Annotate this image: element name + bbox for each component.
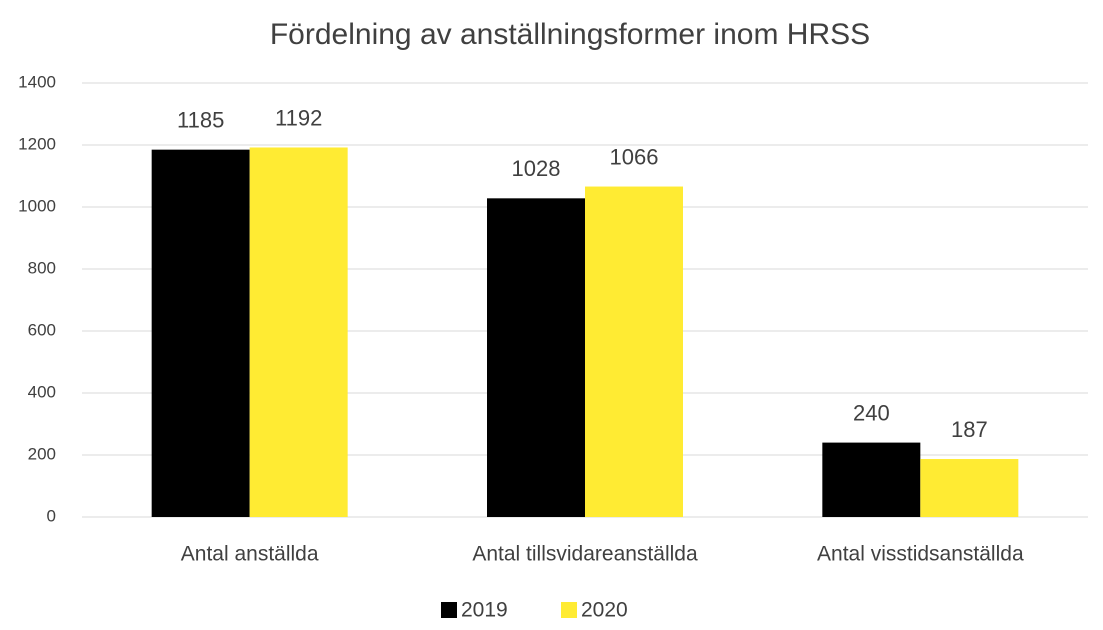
y-tick-label: 1400 — [18, 72, 56, 91]
y-tick-label: 600 — [28, 320, 56, 339]
bar — [822, 442, 921, 517]
x-tick-label: Antal anställda — [181, 543, 319, 566]
legend-label: 2020 — [581, 599, 628, 622]
y-tick-label: 1200 — [18, 134, 56, 153]
data-label: 1185 — [177, 107, 224, 132]
x-tick-label: Antal tillsvidareanställda — [472, 543, 698, 566]
y-tick-label: 400 — [28, 382, 56, 401]
bar — [151, 149, 250, 517]
x-tick-label: Antal visstidsanställda — [817, 543, 1024, 566]
legend-label: 2019 — [461, 599, 508, 622]
bar — [249, 147, 348, 518]
bar — [487, 198, 585, 517]
legend-swatch — [561, 602, 577, 618]
data-label: 1066 — [610, 144, 659, 169]
y-tick-label: 0 — [47, 506, 56, 525]
data-label: 1192 — [275, 105, 322, 130]
data-label: 187 — [951, 417, 988, 442]
y-tick-label: 1000 — [18, 196, 56, 215]
chart-title: Fördelning av anställningsformer inom HR… — [270, 18, 870, 51]
data-label: 1028 — [512, 156, 561, 181]
bar — [920, 459, 1019, 517]
y-tick-label: 800 — [28, 258, 56, 277]
y-tick-label: 200 — [28, 444, 56, 463]
bar — [585, 186, 683, 518]
legend-swatch — [441, 602, 457, 618]
data-label: 240 — [853, 400, 890, 425]
